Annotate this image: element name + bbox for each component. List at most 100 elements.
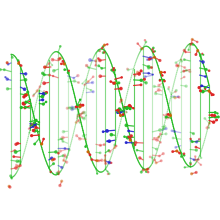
Point — [134, 143, 137, 147]
Point — [182, 152, 186, 156]
Point — [98, 49, 102, 53]
Point — [104, 162, 107, 165]
Point — [50, 156, 53, 160]
Point — [194, 171, 198, 174]
Point — [78, 114, 82, 117]
Point — [107, 149, 111, 152]
Point — [136, 42, 139, 45]
Point — [119, 87, 123, 90]
Point — [155, 138, 159, 141]
Point — [116, 108, 120, 112]
Point — [132, 106, 135, 110]
Point — [191, 38, 194, 41]
Point — [34, 119, 38, 122]
Point — [142, 168, 145, 172]
Point — [112, 66, 116, 70]
Point — [89, 88, 93, 92]
Point — [31, 94, 35, 98]
Point — [10, 177, 13, 180]
Point — [125, 107, 129, 110]
Point — [195, 148, 198, 152]
Point — [12, 155, 15, 158]
Point — [62, 130, 65, 134]
Point — [51, 74, 55, 78]
Point — [158, 79, 162, 82]
Point — [174, 61, 178, 64]
Point — [180, 58, 183, 61]
Point — [74, 121, 78, 124]
Point — [212, 93, 215, 97]
Point — [19, 160, 22, 164]
Point — [147, 72, 150, 75]
Point — [143, 38, 147, 42]
Point — [158, 78, 161, 82]
Point — [199, 89, 202, 93]
Point — [119, 111, 122, 114]
Point — [215, 118, 218, 122]
Point — [33, 129, 37, 133]
Point — [79, 103, 82, 107]
Point — [81, 82, 84, 85]
Point — [31, 125, 35, 128]
Point — [187, 48, 190, 52]
Point — [201, 60, 205, 64]
Point — [133, 74, 137, 77]
Point — [106, 43, 109, 46]
Point — [77, 119, 80, 122]
Point — [153, 55, 156, 59]
Point — [134, 141, 137, 144]
Point — [191, 43, 195, 46]
Point — [63, 153, 66, 157]
Point — [176, 95, 180, 99]
Point — [34, 126, 38, 129]
Point — [118, 109, 122, 112]
Point — [110, 133, 113, 136]
Point — [149, 56, 152, 60]
Point — [101, 130, 105, 134]
Point — [174, 146, 178, 149]
Point — [174, 89, 178, 92]
Point — [177, 64, 180, 68]
Point — [201, 52, 204, 55]
Point — [108, 161, 111, 164]
Point — [130, 134, 133, 138]
Point — [189, 43, 192, 46]
Point — [188, 70, 192, 73]
Point — [153, 158, 156, 162]
Point — [113, 68, 117, 72]
Point — [128, 107, 132, 110]
Point — [125, 111, 128, 114]
Point — [184, 69, 188, 72]
Point — [42, 92, 45, 96]
Point — [23, 88, 26, 91]
Point — [157, 136, 160, 139]
Point — [63, 68, 66, 72]
Point — [201, 90, 205, 93]
Point — [210, 114, 214, 117]
Point — [57, 170, 61, 174]
Point — [6, 77, 9, 81]
Point — [137, 72, 141, 76]
Point — [180, 155, 183, 158]
Point — [147, 66, 150, 70]
Point — [170, 129, 174, 132]
Point — [16, 165, 20, 168]
Point — [191, 140, 194, 143]
Point — [144, 40, 148, 44]
Point — [183, 58, 186, 61]
Point — [49, 170, 52, 174]
Point — [115, 109, 118, 112]
Point — [76, 74, 80, 77]
Point — [43, 91, 46, 95]
Point — [159, 132, 162, 136]
Point — [113, 143, 116, 147]
Point — [68, 148, 71, 152]
Point — [154, 90, 158, 94]
Point — [52, 69, 56, 73]
Point — [37, 121, 41, 124]
Point — [0, 68, 2, 72]
Point — [157, 135, 161, 138]
Point — [213, 114, 216, 117]
Point — [67, 69, 71, 73]
Point — [180, 59, 183, 63]
